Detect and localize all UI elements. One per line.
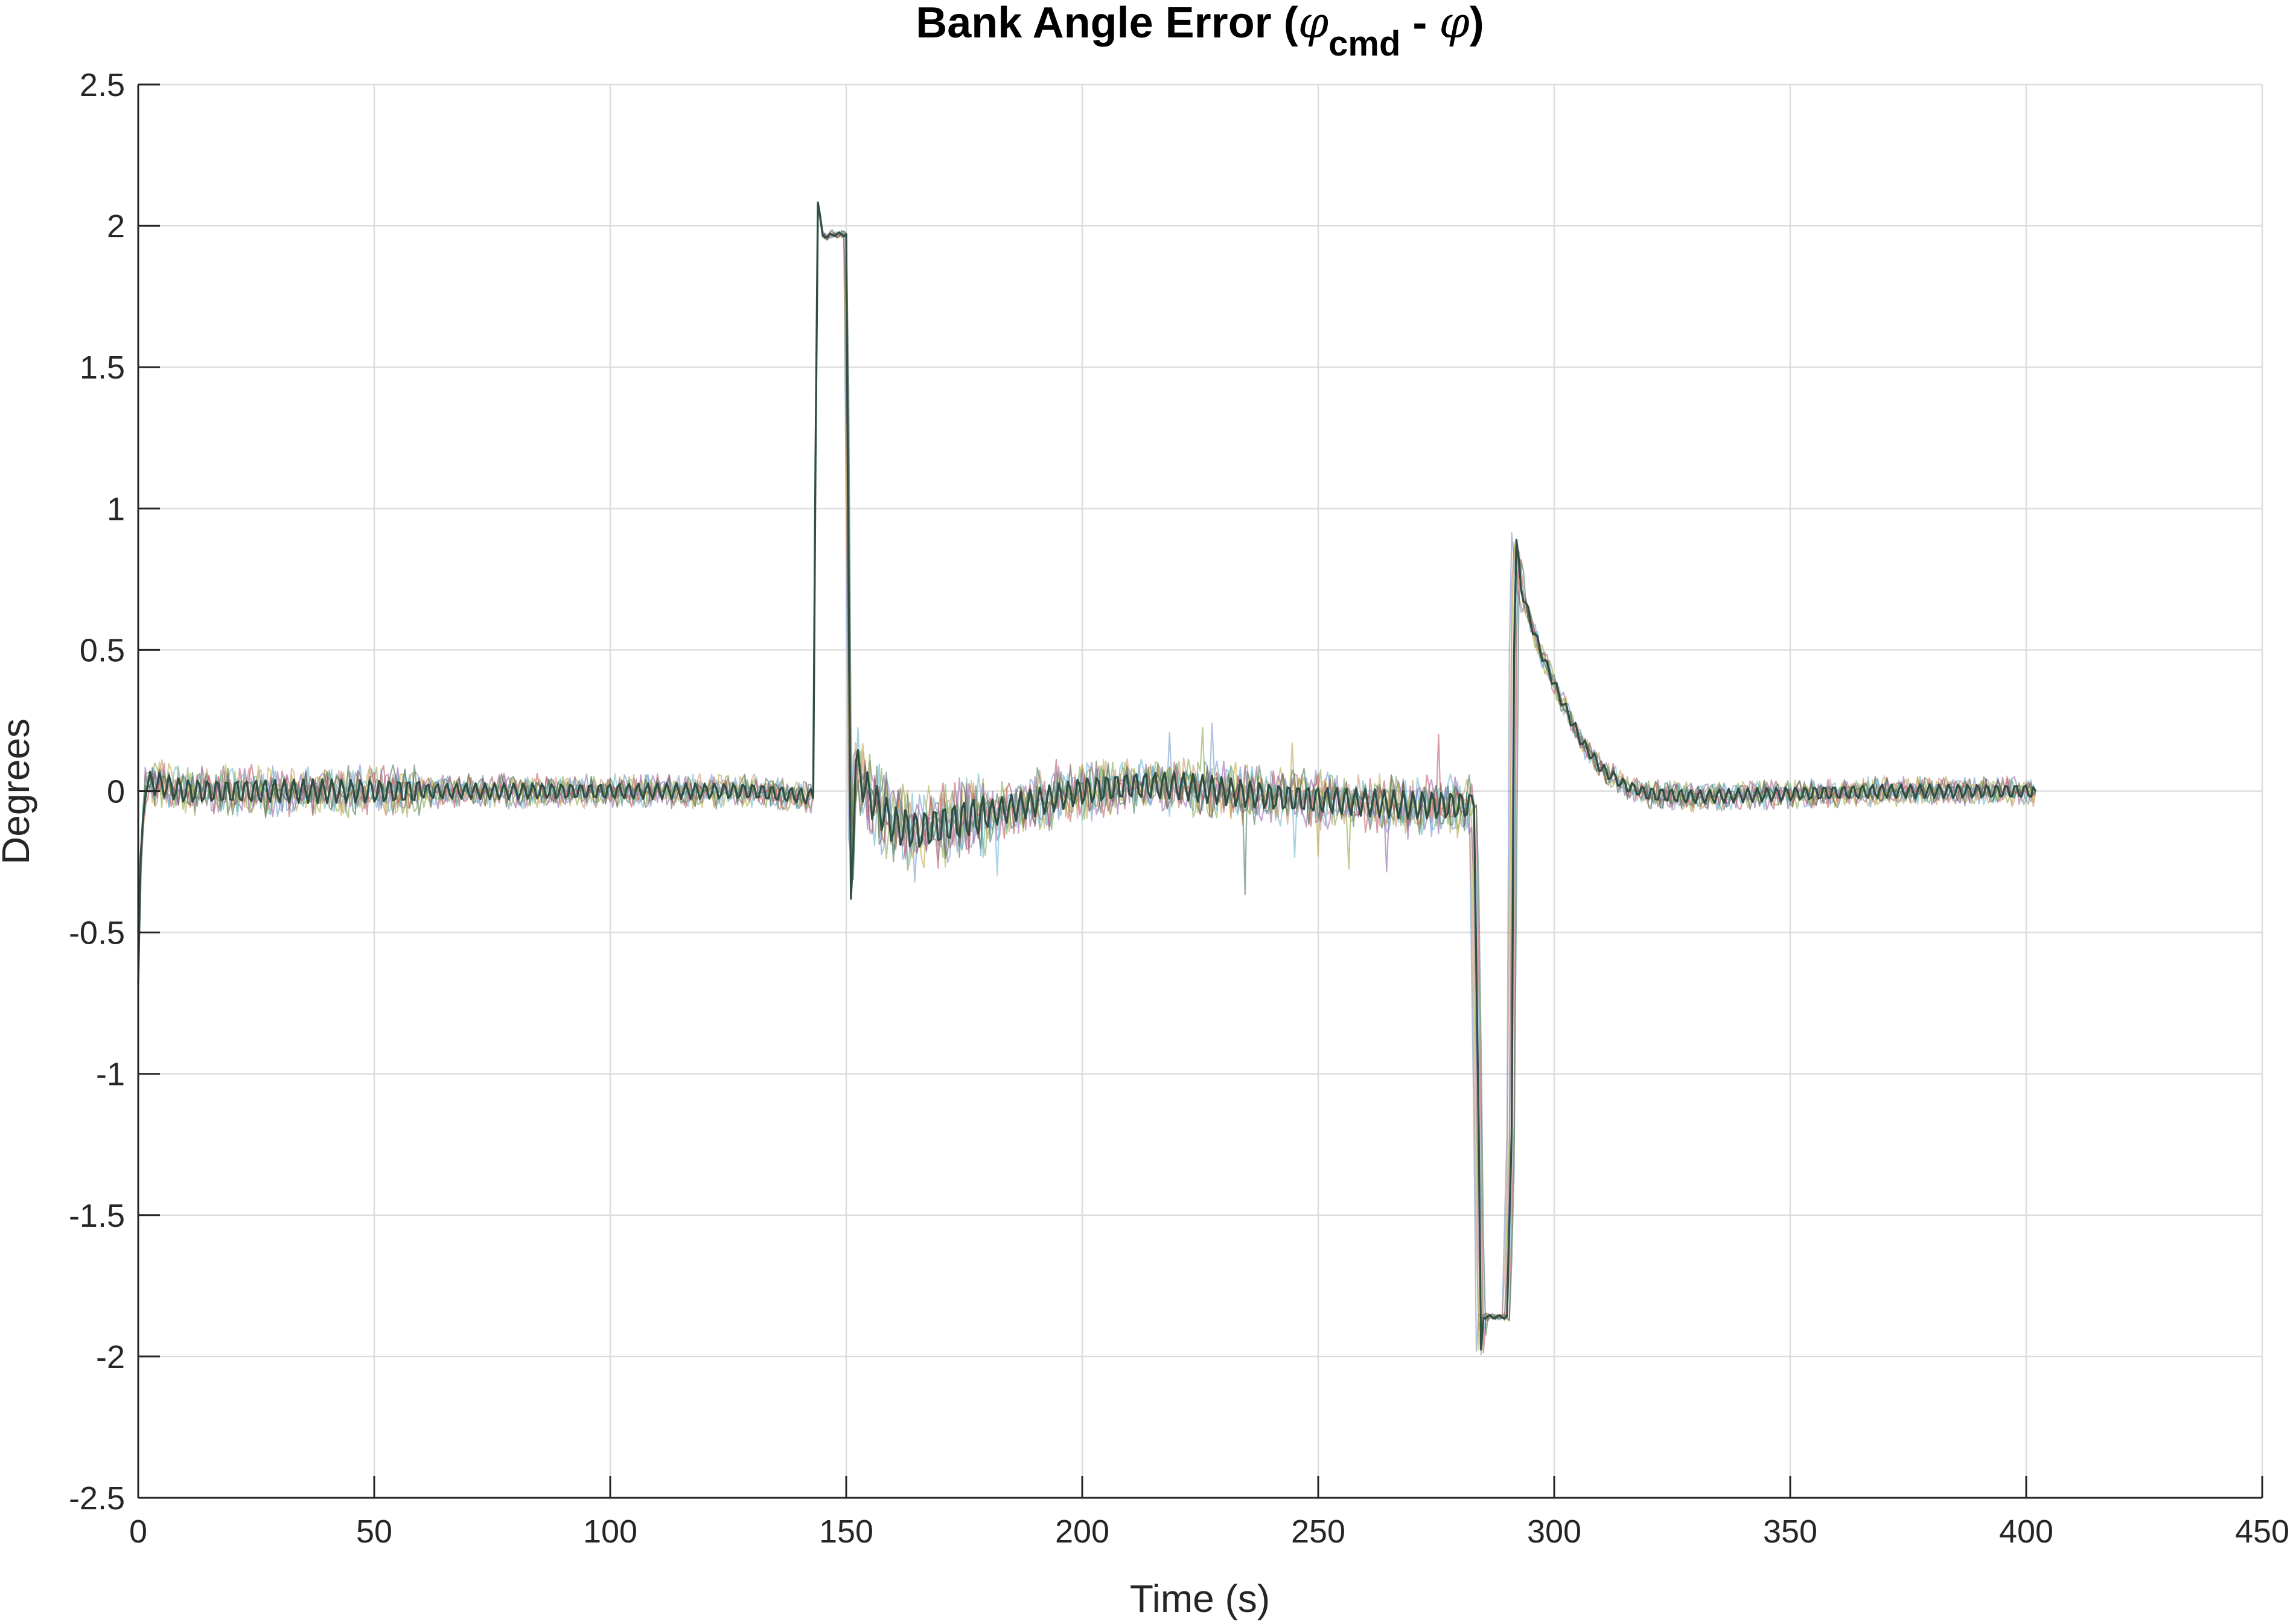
axes	[137, 83, 2263, 1499]
x-tick-label: 200	[1055, 1514, 1109, 1550]
series-run-line	[137, 206, 2036, 1354]
y-tick-labels: -2.5 -2 -1.5 -1 -0.5 0 0.5 1 1.5 2 2.5	[69, 67, 125, 1517]
x-tick-labels: 0 50 100 150 200 250 300 350 400 450	[129, 1514, 2289, 1550]
y-tick-label: 1	[107, 491, 125, 527]
x-tick-label: 100	[583, 1514, 637, 1550]
y-tick-label: -2.5	[69, 1480, 125, 1517]
y-tick-label: 0.5	[80, 632, 125, 668]
y-tick-label: 1.5	[80, 350, 125, 386]
x-tick-label: 250	[1291, 1514, 1345, 1550]
title-phi: φ	[1298, 0, 1329, 48]
x-tick-label: 0	[129, 1514, 147, 1550]
x-tick-label: 50	[356, 1514, 392, 1550]
y-tick-label: -1	[96, 1057, 125, 1093]
chart-title: Bank Angle Error (φcmd - φ)	[916, 0, 1484, 63]
y-tick-label: -1.5	[69, 1198, 125, 1234]
title-subscript: cmd	[1328, 24, 1400, 63]
y-tick-label: -0.5	[69, 915, 125, 951]
y-tick-label: 2.5	[80, 67, 125, 103]
y-tick-label: -2	[96, 1339, 125, 1375]
y-tick-label: 0	[107, 774, 125, 810]
x-tick-label: 450	[2235, 1514, 2289, 1550]
y-axis-label: Degrees	[0, 718, 37, 865]
x-tick-label: 400	[1999, 1514, 2053, 1550]
x-axis-label: Time (s)	[1130, 1577, 1270, 1620]
series-group	[137, 201, 2037, 1355]
y-tick-label: 2	[107, 208, 125, 245]
x-tick-label: 350	[1763, 1514, 1817, 1550]
x-tick-label: 150	[819, 1514, 873, 1550]
x-tick-label: 300	[1527, 1514, 1581, 1550]
series-main-line	[137, 202, 2037, 1351]
series-run-line	[137, 203, 2036, 1334]
